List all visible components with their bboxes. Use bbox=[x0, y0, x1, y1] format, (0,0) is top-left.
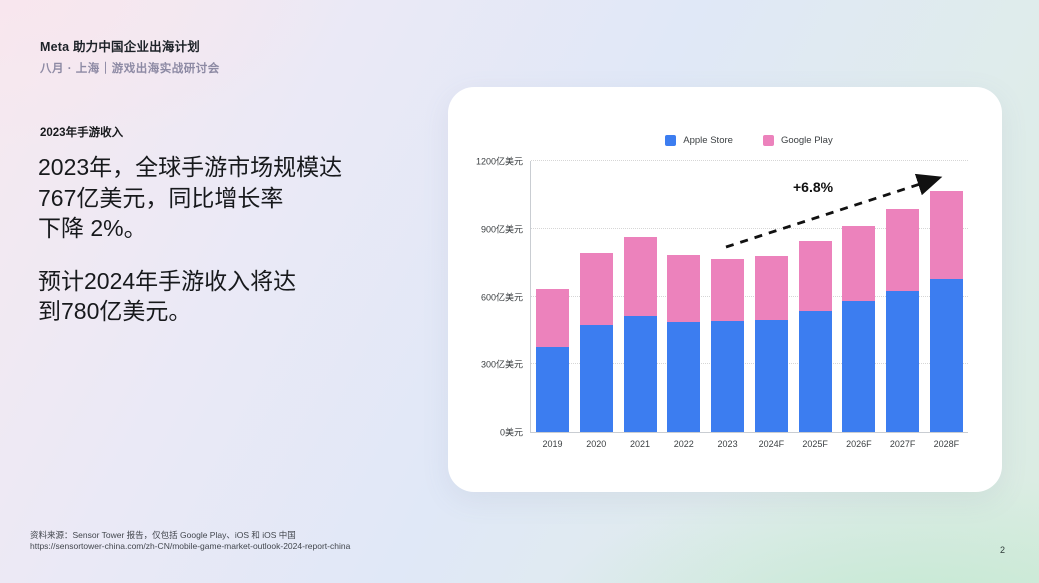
gridline bbox=[531, 295, 968, 297]
bar-segment-apple-store bbox=[929, 278, 963, 432]
paragraph-2-line-1: 预计2024年手游收入将达 bbox=[38, 267, 297, 294]
page-number: 2 bbox=[1000, 545, 1006, 555]
y-axis-tick-label: 1200亿美元 bbox=[475, 156, 523, 167]
bar-2024F: 2024F bbox=[754, 161, 788, 449]
legend-item-apple-store: Apple Store bbox=[665, 135, 733, 146]
bar-segment-google-play bbox=[754, 255, 788, 320]
legend-item-google-play: Google Play bbox=[762, 135, 833, 146]
x-axis-tick-label: 2024F bbox=[758, 439, 785, 449]
header-title: Meta 助力中国企业出海计划 bbox=[40, 40, 200, 54]
source-line-2: https://sensortower-china.com/zh-CN/mobi… bbox=[30, 541, 351, 551]
x-axis-tick-label: 2019 bbox=[542, 439, 563, 449]
bar-segment-google-play bbox=[536, 289, 569, 348]
bar-segment-google-play bbox=[929, 190, 963, 279]
bar-segment-google-play bbox=[711, 258, 745, 322]
chart-legend: Apple Store Google Play bbox=[530, 135, 968, 146]
bar-segment-apple-store bbox=[667, 322, 701, 432]
bar-2028F: 2028F bbox=[929, 161, 963, 449]
legend-label: Apple Store bbox=[683, 135, 733, 146]
bar-2020: 2020 bbox=[579, 161, 613, 449]
bar-segment-google-play bbox=[579, 253, 613, 325]
bar-2022: 2022 bbox=[667, 161, 701, 449]
paragraph-1: 2023年，全球手游市场规模达 767亿美元，同比增长率 下降 2%。 bbox=[38, 152, 438, 244]
source-footer: 资料来源：Sensor Tower 报告，仅包括 Google Play、iOS… bbox=[30, 530, 350, 552]
chart-plot-area: 0美元 300亿美元 600亿美元 900亿美元 1200亿美元 2019 2020 202… bbox=[476, 157, 968, 449]
bar-segment-google-play bbox=[886, 209, 920, 292]
paragraph-2-line-2: 到780亿美元。 bbox=[38, 298, 192, 324]
paragraph-1-line-2: 767亿美元，同比增长率 bbox=[38, 184, 284, 211]
slide-header: Meta 助力中国企业出海计划 八月 · 上海｜游戏出海实战研讨会 bbox=[40, 36, 220, 76]
bar-segment-apple-store bbox=[536, 347, 569, 432]
x-axis-tick-label: 2028F bbox=[933, 439, 960, 449]
header-subtitle: 八月 · 上海｜游戏出海实战研讨会 bbox=[40, 63, 220, 75]
bar-segment-apple-store bbox=[623, 315, 657, 432]
x-axis-tick-label: 2023 bbox=[717, 439, 738, 449]
legend-label: Google Play bbox=[780, 135, 833, 146]
source-line-1: 资料来源：Sensor Tower 报告，仅包括 Google Play、iOS… bbox=[30, 530, 296, 540]
x-axis-tick-label: 2020 bbox=[586, 439, 607, 449]
bar-segment-apple-store bbox=[711, 321, 745, 432]
bar-segment-google-play bbox=[842, 226, 876, 301]
body-text: 2023年，全球手游市场规模达 767亿美元，同比增长率 下降 2%。 预计20… bbox=[38, 152, 438, 327]
x-axis-tick-label: 2025F bbox=[802, 439, 828, 449]
bar-2023: 2023 bbox=[711, 161, 745, 449]
paragraph-1-line-1: 2023年，全球手游市场规模达 bbox=[38, 154, 343, 180]
bar-segment-apple-store bbox=[798, 310, 832, 432]
bar-2026F: 2026F bbox=[842, 161, 876, 449]
bar-2021: 2021 bbox=[623, 161, 657, 449]
y-axis-tick-label: 900亿美元 bbox=[480, 224, 523, 235]
chart-card: Apple Store Google Play 0美元 300亿美元 600亿美元 90… bbox=[448, 87, 1002, 492]
bar-segment-apple-store bbox=[842, 300, 876, 432]
bar-segment-google-play bbox=[798, 241, 832, 311]
bar-segment-apple-store bbox=[579, 324, 613, 432]
bar-2027F: 2027F bbox=[886, 161, 920, 449]
paragraph-2: 预计2024年手游收入将达 到780亿美元。 bbox=[38, 266, 438, 327]
trend-annotation-label: +6.8% bbox=[793, 179, 834, 195]
x-axis-tick-label: 2026F bbox=[846, 439, 872, 449]
x-axis-tick-label: 2022 bbox=[673, 439, 694, 449]
bar-segment-apple-store bbox=[886, 291, 920, 432]
legend-swatch-icon bbox=[665, 135, 677, 146]
bar-segment-google-play bbox=[623, 236, 657, 316]
bars: 2019 2020 2021 2022 2023 2024F 2025F 2026F 2027F… bbox=[531, 161, 968, 449]
y-axis-tick-label: 600亿美元 bbox=[480, 292, 523, 302]
bar-segment-google-play bbox=[667, 254, 701, 323]
y-axis-tick-label: 300亿美元 bbox=[480, 359, 523, 370]
bar-2025F: 2025F bbox=[798, 161, 832, 449]
x-axis-tick-label: 2027F bbox=[889, 439, 916, 449]
section-kicker: 2023年手游收入 bbox=[40, 127, 124, 139]
paragraph-1-line-3: 下降 2%。 bbox=[38, 215, 147, 241]
legend-swatch-icon bbox=[762, 135, 774, 146]
x-axis-tick-label: 2021 bbox=[630, 439, 651, 449]
gridline bbox=[531, 363, 968, 365]
gridline bbox=[531, 160, 968, 161]
bar-segment-apple-store bbox=[754, 319, 788, 432]
y-axis-tick-label: 0美元 bbox=[499, 427, 523, 438]
bar-2019: 2019 bbox=[536, 161, 569, 449]
